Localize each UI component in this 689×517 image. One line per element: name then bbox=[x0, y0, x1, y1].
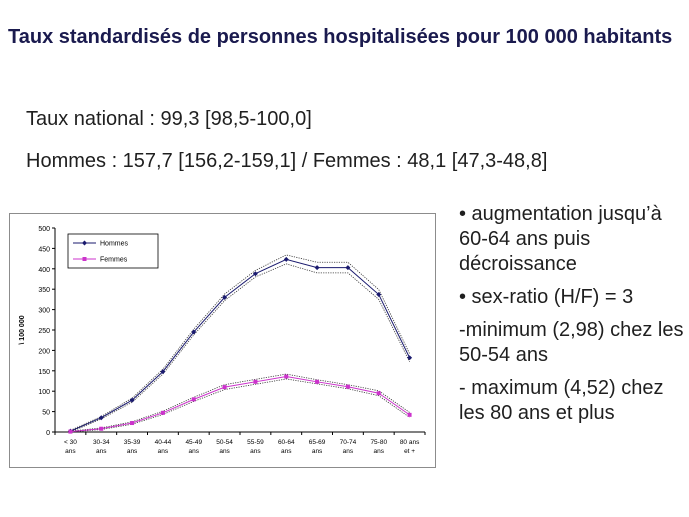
hommes-point bbox=[345, 265, 351, 271]
x-tick-label: ans bbox=[343, 448, 354, 455]
x-tick-label: et + bbox=[404, 448, 415, 455]
femmes-series-line bbox=[70, 376, 410, 433]
femmes-point bbox=[68, 429, 73, 434]
femmes-point bbox=[160, 410, 165, 415]
femmes-point bbox=[407, 412, 412, 417]
y-tick-label: 250 bbox=[38, 328, 50, 335]
x-tick-label: ans bbox=[65, 448, 76, 455]
hommes-point bbox=[98, 415, 104, 421]
femmes-point bbox=[284, 374, 289, 379]
y-axis-label: \ 100 000 bbox=[19, 315, 26, 344]
x-tick-label: 35-39 bbox=[124, 439, 141, 446]
hommes-point bbox=[160, 369, 166, 375]
national-rate-text: Taux national : 99,3 [98,5-100,0] bbox=[26, 108, 312, 130]
hommes-point bbox=[129, 397, 135, 403]
femmes-point bbox=[345, 384, 350, 389]
y-tick-label: 400 bbox=[38, 267, 50, 274]
femmes-ci-upper-line bbox=[70, 373, 410, 432]
x-tick-label: 65-69 bbox=[309, 439, 326, 446]
femmes-point bbox=[99, 426, 104, 431]
y-tick-label: 300 bbox=[38, 308, 50, 315]
x-tick-label: 45-49 bbox=[185, 439, 202, 446]
hommes-point bbox=[191, 329, 197, 335]
x-tick-label: 55-59 bbox=[247, 439, 264, 446]
x-tick-label: ans bbox=[158, 448, 169, 455]
x-tick-label: ans bbox=[127, 448, 138, 455]
femmes-point bbox=[253, 379, 258, 384]
y-tick-label: 0 bbox=[46, 430, 50, 437]
legend-box bbox=[67, 233, 159, 269]
hommes-legend-label: Hommes bbox=[100, 241, 129, 248]
x-tick-label: 70-74 bbox=[340, 439, 357, 446]
femmes-legend-marker bbox=[82, 257, 87, 261]
femmes-point bbox=[315, 379, 320, 384]
x-tick-label: ans bbox=[189, 448, 200, 455]
bullet-list: • augmentation jusqu’à 60-64 ans puis dé… bbox=[459, 202, 684, 434]
hommes-point bbox=[407, 355, 413, 361]
femmes-point bbox=[130, 421, 135, 426]
hommes-ci-lower-line bbox=[70, 263, 410, 433]
femmes-point bbox=[222, 385, 227, 390]
bullet-maximum: - maximum (4,52) chez les 80 ans et plus bbox=[459, 377, 664, 424]
x-tick-label: ans bbox=[250, 448, 261, 455]
x-tick-label: 40-44 bbox=[155, 439, 172, 446]
y-tick-label: 200 bbox=[38, 348, 50, 355]
hommes-point bbox=[252, 271, 258, 277]
y-tick-label: 500 bbox=[38, 226, 50, 233]
x-tick-label: ans bbox=[374, 448, 385, 455]
hommes-point bbox=[283, 256, 289, 262]
y-tick-label: 100 bbox=[38, 389, 50, 396]
femmes-point bbox=[376, 391, 381, 396]
bullet-increase: • augmentation jusqu’à 60-64 ans puis dé… bbox=[459, 203, 662, 275]
bullet-sex-ratio: • sex-ratio (H/F) = 3 bbox=[459, 286, 634, 308]
x-tick-label: 80 ans bbox=[400, 439, 420, 446]
femmes-legend-label: Femmes bbox=[100, 257, 128, 264]
hommes-point bbox=[376, 292, 382, 298]
hommes-point bbox=[314, 265, 320, 271]
hommes-point bbox=[222, 294, 228, 300]
slide-title: Taux standardisés de personnes hospitali… bbox=[8, 26, 673, 48]
y-tick-label: 450 bbox=[38, 246, 50, 253]
x-tick-label: 60-64 bbox=[278, 439, 295, 446]
line-chart: 0 50 100 150 200 250 300 350 400 450 500 \ 100 000 <… bbox=[9, 213, 436, 468]
x-tick-label: < 30 bbox=[64, 439, 77, 446]
y-tick-label: 50 bbox=[42, 410, 50, 417]
x-tick-label: ans bbox=[281, 448, 292, 455]
y-tick-label: 150 bbox=[38, 369, 50, 376]
x-tick-label: ans bbox=[219, 448, 230, 455]
x-tick-label: ans bbox=[312, 448, 323, 455]
hommes-ci-upper-line bbox=[70, 254, 410, 431]
sex-rates-text: Hommes : 157,7 [156,2-159,1] / Femmes : … bbox=[26, 150, 548, 172]
femmes-ci-lower-line bbox=[70, 378, 410, 433]
chart-canvas: 0 50 100 150 200 250 300 350 400 450 500 \ 100 000 <… bbox=[19, 226, 426, 455]
x-tick-label: 75-80 bbox=[370, 439, 387, 446]
hommes-series-line bbox=[70, 258, 411, 432]
x-tick-label: ans bbox=[96, 448, 107, 455]
y-tick-label: 350 bbox=[38, 287, 50, 294]
x-tick-label: 30-34 bbox=[93, 439, 110, 446]
femmes-point bbox=[191, 397, 196, 402]
bullet-minimum: -minimum (2,98) chez les 50-54 ans bbox=[459, 319, 684, 366]
x-tick-label: 50-54 bbox=[216, 439, 233, 446]
hommes-legend-marker bbox=[82, 240, 87, 246]
